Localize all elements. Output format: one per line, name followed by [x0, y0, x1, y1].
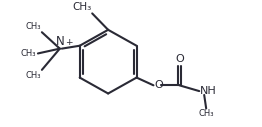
Text: CH₃: CH₃ [25, 22, 41, 31]
Text: O: O [175, 54, 184, 64]
Text: +: + [65, 38, 72, 47]
Text: CH₃: CH₃ [20, 49, 36, 58]
Text: CH₃: CH₃ [25, 71, 41, 80]
Text: O: O [155, 80, 163, 90]
Text: NH: NH [200, 86, 217, 96]
Text: CH₃: CH₃ [72, 2, 91, 12]
Text: CH₃: CH₃ [198, 109, 214, 118]
Text: N: N [56, 35, 64, 48]
